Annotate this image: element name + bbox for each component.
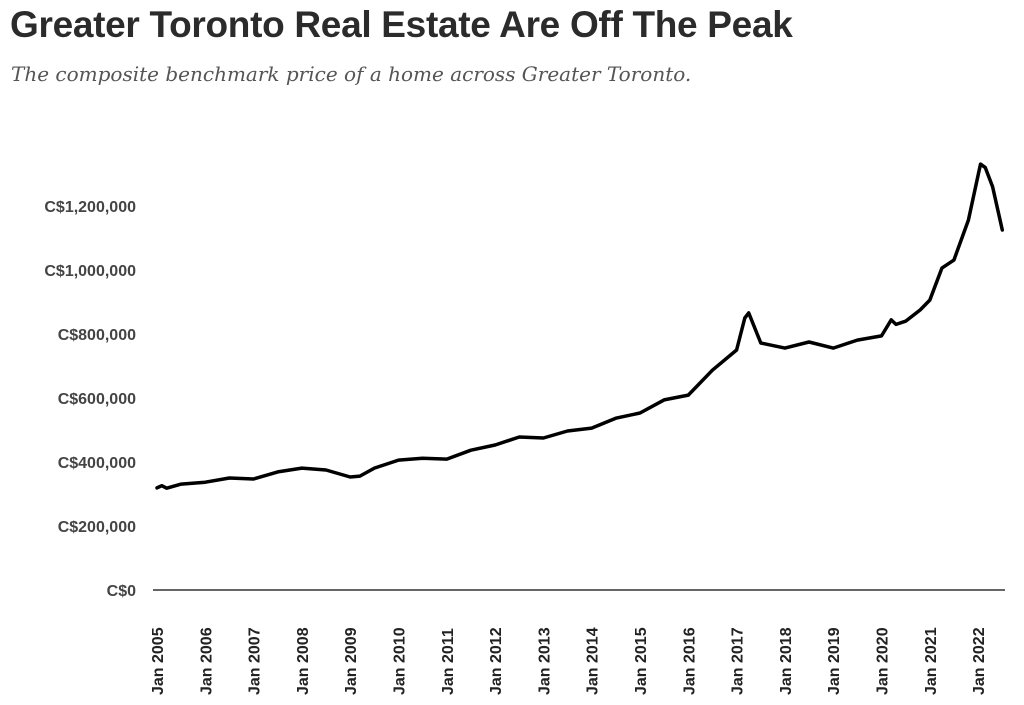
x-tick-label: Jan 2012 [488, 627, 505, 695]
x-tick-label: Jan 2010 [392, 627, 409, 695]
y-tick-label: C$1,200,000 [44, 199, 136, 216]
y-tick-label: C$800,000 [58, 327, 136, 344]
x-tick-label: Jan 2008 [295, 627, 312, 695]
x-tick-label: Jan 2006 [198, 627, 215, 695]
series-line [155, 162, 1005, 490]
x-tick-label: Jan 2016 [681, 627, 698, 695]
x-tick-label: Jan 2007 [247, 627, 264, 695]
x-tick-label: Jan 2021 [923, 627, 940, 695]
x-tick-label: Jan 2017 [730, 627, 747, 695]
chart-subtitle: The composite benchmark price of a home … [11, 62, 692, 86]
y-tick-label: C$1,000,000 [44, 263, 136, 280]
x-tick-label: Jan 2022 [971, 627, 988, 695]
y-tick-label: C$400,000 [58, 455, 136, 472]
x-tick-label: Jan 2009 [343, 627, 360, 695]
x-tick-label: Jan 2019 [826, 627, 843, 695]
x-tick-label: Jan 2015 [633, 627, 650, 695]
x-tick-label: Jan 2005 [150, 627, 167, 695]
chart-title: Greater Toronto Real Estate Are Off The … [10, 4, 793, 45]
x-tick-label: Jan 2018 [778, 627, 795, 695]
x-tick-label: Jan 2013 [536, 627, 553, 695]
y-tick-label: C$600,000 [58, 391, 136, 408]
x-tick-label: Jan 2011 [440, 628, 457, 695]
y-tick-label: C$0 [107, 583, 136, 600]
x-tick-label: Jan 2020 [875, 627, 892, 695]
x-tick-label: Jan 2014 [585, 627, 602, 695]
y-tick-label: C$200,000 [58, 519, 136, 536]
